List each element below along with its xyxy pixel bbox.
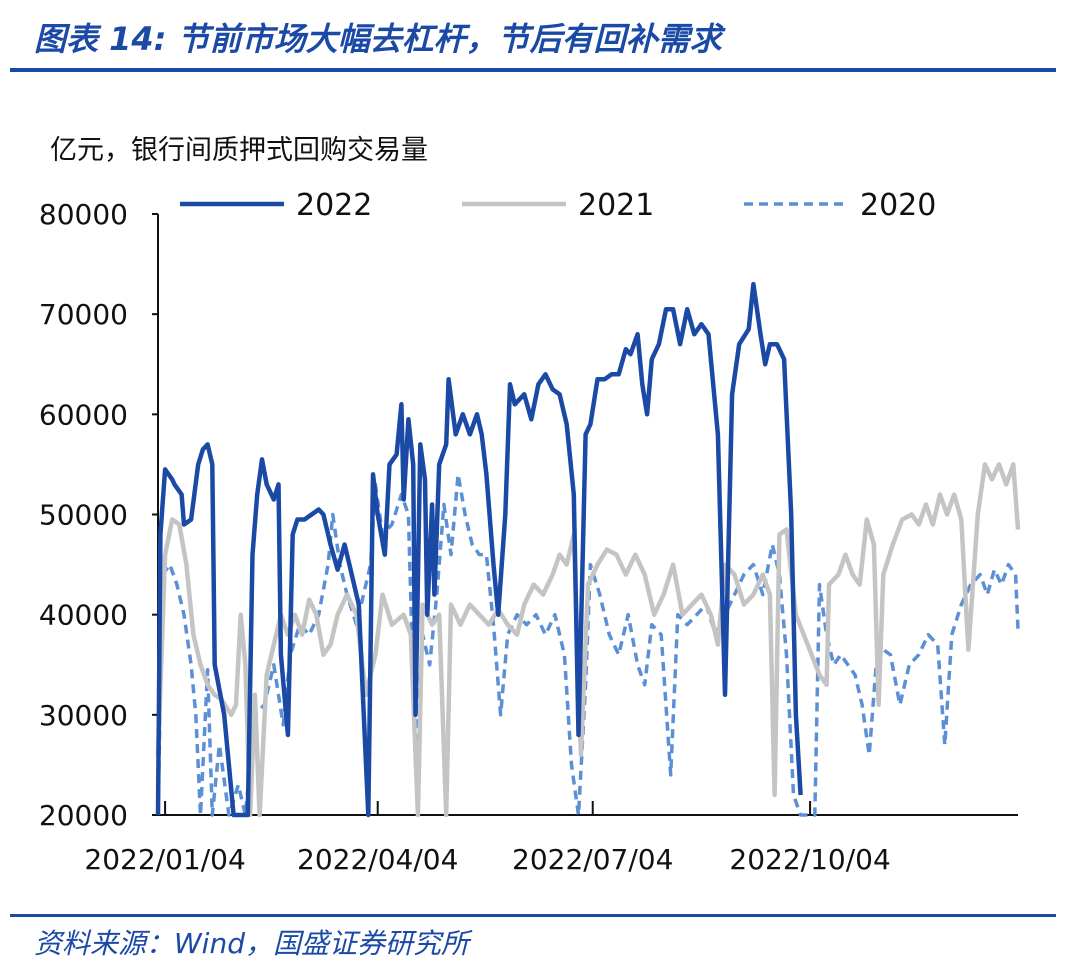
series-line-2022 bbox=[155, 281, 803, 818]
title-divider bbox=[10, 68, 1056, 72]
y-tick-label: 70000 bbox=[39, 298, 128, 331]
source-note: 资料来源：Wind，国盛证券研究所 bbox=[34, 927, 469, 960]
page-title: 图表 14: 节前市场大幅去杠杆，节后有回补需求 bbox=[34, 20, 722, 58]
y-tick-label: 30000 bbox=[39, 699, 128, 732]
legend-label-2020: 2020 bbox=[860, 188, 936, 223]
x-tick-label: 2022/04/04 bbox=[297, 843, 458, 876]
x-tick-label: 2022/01/04 bbox=[84, 843, 245, 876]
y-tick-label: 40000 bbox=[39, 599, 128, 632]
x-tick-label: 2022/10/04 bbox=[729, 843, 890, 876]
footer-divider bbox=[10, 914, 1056, 917]
x-tick-label: 2022/07/04 bbox=[512, 843, 673, 876]
legend-label-2022: 2022 bbox=[296, 188, 372, 223]
y-tick-label: 20000 bbox=[39, 799, 128, 832]
y-tick-label: 50000 bbox=[39, 499, 128, 532]
y-tick-label: 60000 bbox=[39, 398, 128, 431]
series-line-2020 bbox=[156, 472, 1020, 817]
y-tick-label: 80000 bbox=[39, 198, 128, 231]
y-unit-label: 亿元，银行间质押式回购交易量 bbox=[50, 135, 428, 166]
legend-label-2021: 2021 bbox=[578, 188, 654, 223]
